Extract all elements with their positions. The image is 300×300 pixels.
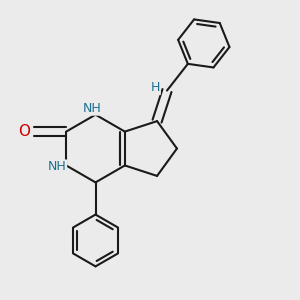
Text: O: O — [19, 124, 31, 139]
Text: NH: NH — [83, 102, 102, 115]
Text: H: H — [151, 81, 160, 94]
Text: NH: NH — [47, 160, 66, 173]
